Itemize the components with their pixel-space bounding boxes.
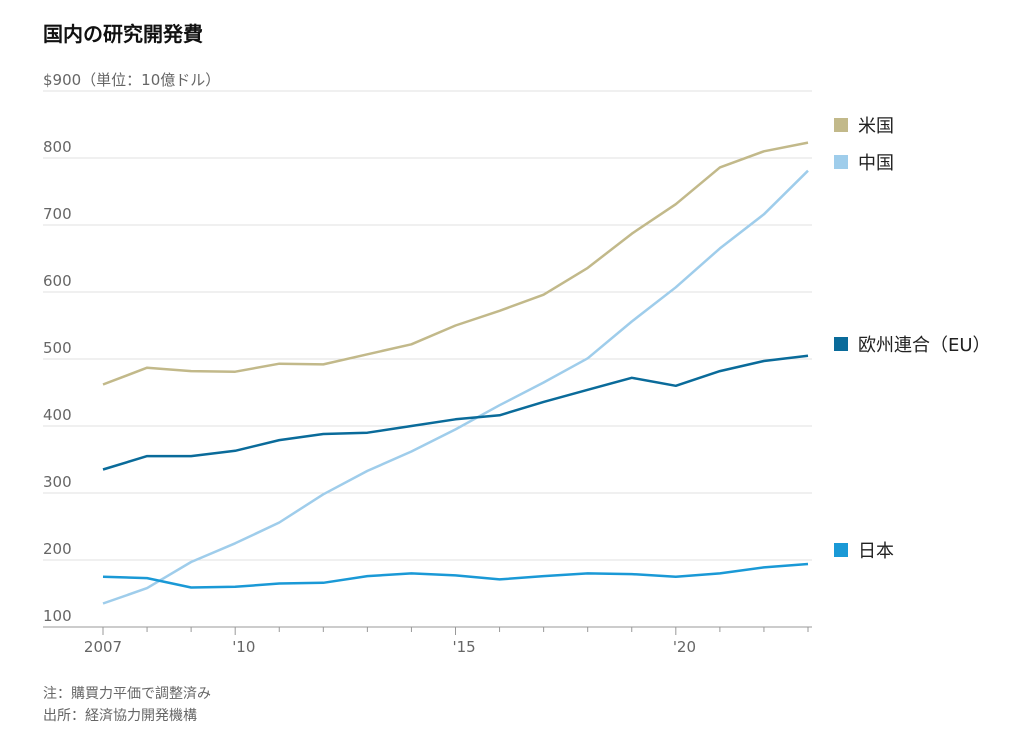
x-tick-label: '15 xyxy=(453,638,476,656)
y-tick-label: $900（単位：10億ドル） xyxy=(43,71,220,89)
series-lines xyxy=(102,141,809,605)
series-line xyxy=(102,354,809,471)
source-text: 出所：経済協力開発機構 xyxy=(43,708,197,724)
y-tick-label: 200 xyxy=(43,540,72,558)
y-tick-label: 700 xyxy=(43,205,72,223)
legend-label: 欧州連合（EU） xyxy=(858,335,991,356)
legend-swatch xyxy=(834,155,848,169)
x-tick-label: '10 xyxy=(232,638,255,656)
grid-layer: 100 200 300 400 500 600 700 800 $900（単位：10億ドル） 20… xyxy=(43,71,812,656)
chart-title: 国内の研究開発費 xyxy=(43,22,203,46)
series-line xyxy=(102,141,809,386)
y-tick-label: 800 xyxy=(43,138,72,156)
y-tick-label: 100 xyxy=(43,607,72,625)
y-tick-label: 600 xyxy=(43,272,72,290)
legend-swatch xyxy=(834,118,848,132)
legend-swatch xyxy=(834,543,848,557)
legend-swatch xyxy=(834,337,848,351)
legend-label: 中国 xyxy=(858,153,894,174)
y-tick-label: 500 xyxy=(43,339,72,357)
y-tick-label: 400 xyxy=(43,406,72,424)
series-line xyxy=(102,562,809,589)
chart-notes: 注：購買力平価で調整済み 出所：経済協力開発機構 xyxy=(43,683,211,727)
legend-label: 米国 xyxy=(858,116,894,137)
y-tick-label: 300 xyxy=(43,473,72,491)
series-line xyxy=(102,169,809,605)
note-text: 注：購買力平価で調整済み xyxy=(43,686,211,702)
legend-label: 日本 xyxy=(858,541,894,562)
x-tick-label: 2007 xyxy=(84,638,122,656)
x-tick-label: '20 xyxy=(673,638,696,656)
